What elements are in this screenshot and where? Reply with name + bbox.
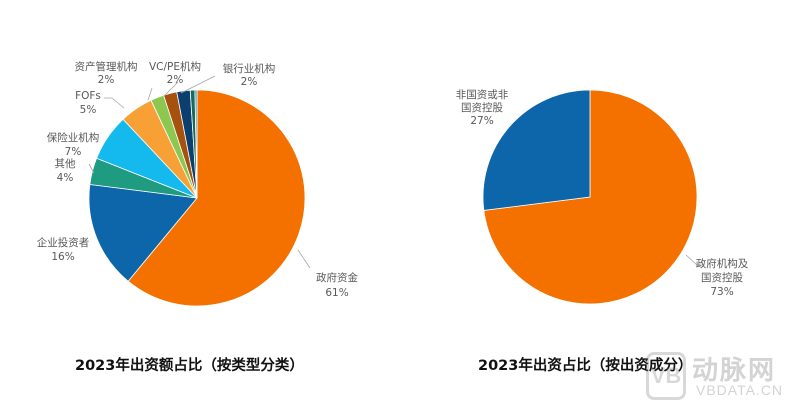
label-corporate-pct: 16% — [51, 251, 74, 263]
label-bank: 银行业机构 — [223, 62, 276, 75]
label-bank-pct: 2% — [241, 76, 258, 88]
label-fofs: FOFs — [75, 90, 101, 102]
left-chart-title: 2023年出资额占比（按类型分类） — [75, 358, 304, 374]
label-gov-funds-pct: 61% — [325, 287, 348, 299]
watermark-en: VBDATA.CN — [696, 382, 784, 398]
watermark: VB 动脉网 VBDATA.CN — [640, 348, 800, 408]
label-gov-line2: 国资控股 — [701, 271, 743, 284]
label-vcpe-pct: 2% — [167, 74, 184, 86]
label-insurance-pct: 7% — [65, 146, 82, 158]
label-nongov-pct: 27% — [470, 115, 493, 127]
right-labels: 非国资或非 国资控股 27% 政府机构及 国资控股 73% — [456, 89, 749, 298]
leader-lines — [88, 75, 705, 269]
watermark-logo-icon: VB — [646, 352, 686, 400]
label-gov-line1: 政府机构及 — [696, 257, 749, 270]
watermark-cn: 动脉网 — [692, 356, 777, 386]
pie-slice — [482, 89, 591, 211]
label-vcpe: VC/PE机构 — [149, 60, 201, 73]
label-nongov-line1: 非国资或非 — [456, 89, 509, 101]
pie-slice — [194, 89, 198, 199]
right-pie-chart — [482, 89, 698, 305]
pie-slice — [127, 89, 306, 307]
label-gov-funds: 政府资金 — [316, 271, 358, 284]
label-fofs-pct: 5% — [80, 104, 97, 116]
label-other: 其他 — [55, 157, 76, 170]
label-asset-mgmt: 资产管理机构 — [75, 60, 138, 73]
label-gov-pct: 73% — [710, 286, 733, 298]
label-other-pct: 4% — [57, 172, 74, 184]
right-chart-title: 2023年出资占比（按出资成分） — [478, 358, 693, 374]
left-labels: 政府资金 61% 企业投资者 16% 其他 4% 保险业机构 7% FOFs 5… — [37, 60, 359, 299]
label-insurance: 保险业机构 — [47, 131, 100, 144]
label-corporate: 企业投资者 — [37, 236, 90, 249]
label-nongov-line2: 国资控股 — [461, 101, 503, 114]
label-asset-mgmt-pct: 2% — [98, 74, 115, 86]
pie-slice — [88, 184, 198, 282]
left-pie-chart — [88, 89, 306, 307]
